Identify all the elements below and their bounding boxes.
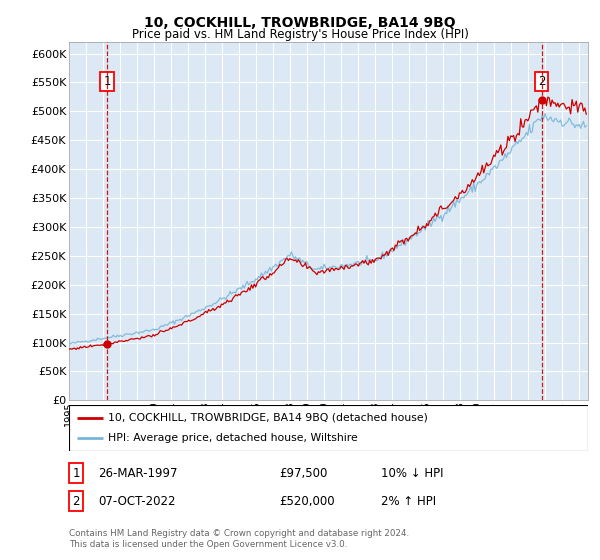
Text: 1: 1 (73, 466, 80, 480)
Text: 10, COCKHILL, TROWBRIDGE, BA14 9BQ: 10, COCKHILL, TROWBRIDGE, BA14 9BQ (144, 16, 456, 30)
Text: 10, COCKHILL, TROWBRIDGE, BA14 9BQ (detached house): 10, COCKHILL, TROWBRIDGE, BA14 9BQ (deta… (108, 413, 428, 423)
Text: 1: 1 (103, 75, 110, 88)
Text: 2% ↑ HPI: 2% ↑ HPI (381, 494, 436, 508)
Text: HPI: Average price, detached house, Wiltshire: HPI: Average price, detached house, Wilt… (108, 433, 358, 443)
Text: Price paid vs. HM Land Registry's House Price Index (HPI): Price paid vs. HM Land Registry's House … (131, 28, 469, 41)
Text: 26-MAR-1997: 26-MAR-1997 (98, 466, 178, 480)
Text: 10% ↓ HPI: 10% ↓ HPI (381, 466, 443, 480)
Text: 2: 2 (73, 494, 80, 508)
Text: £520,000: £520,000 (279, 494, 335, 508)
Text: Contains HM Land Registry data © Crown copyright and database right 2024.
This d: Contains HM Land Registry data © Crown c… (69, 529, 409, 549)
Text: 07-OCT-2022: 07-OCT-2022 (98, 494, 175, 508)
Text: £97,500: £97,500 (279, 466, 328, 480)
Text: 2: 2 (538, 75, 545, 88)
